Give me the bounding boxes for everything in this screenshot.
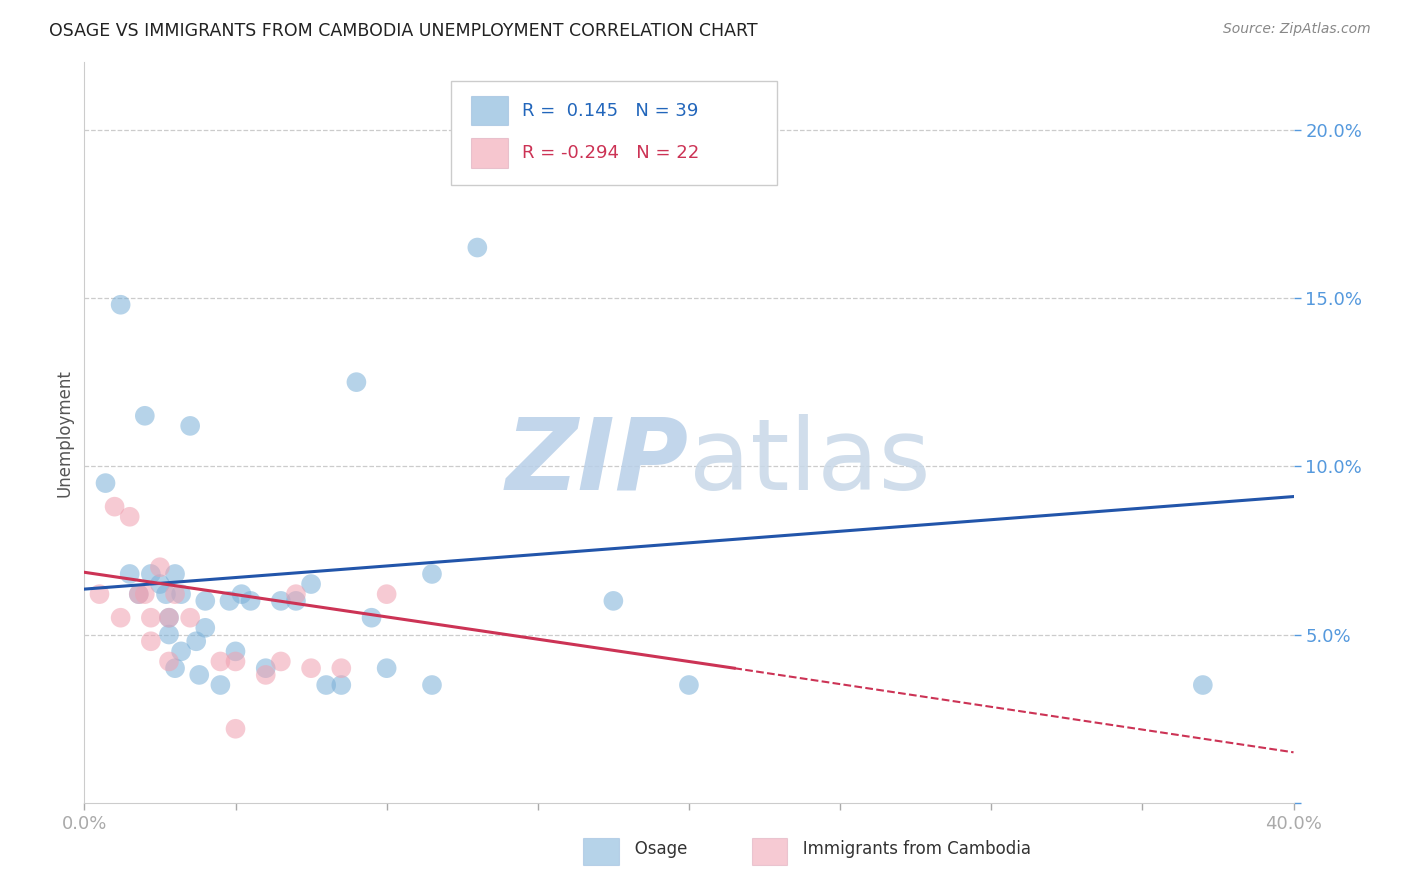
Point (420, 566, 443, 581)
Point (231, 587, 253, 601)
Point (128, 587, 150, 601)
FancyBboxPatch shape (471, 95, 508, 126)
Point (225, 655, 247, 669)
Point (170, 644, 193, 658)
Text: Source: ZipAtlas.com: Source: ZipAtlas.com (1223, 22, 1371, 37)
Point (315, 678, 337, 692)
Point (134, 587, 156, 601)
Point (157, 610, 180, 624)
Point (186, 634, 208, 648)
Text: ZIP: ZIP (506, 414, 689, 511)
Point (139, 566, 162, 581)
Point (420, 678, 443, 692)
Point (157, 655, 180, 669)
Point (330, 661, 353, 675)
Point (285, 594, 308, 608)
Text: OSAGE VS IMMIGRANTS FROM CAMBODIA UNEMPLOYMENT CORRELATION CHART: OSAGE VS IMMIGRANTS FROM CAMBODIA UNEMPL… (49, 22, 758, 40)
Point (1192, 678, 1215, 692)
Point (149, 560, 172, 574)
Point (165, 566, 187, 581)
Point (110, 610, 132, 624)
Point (209, 655, 232, 669)
Point (225, 644, 247, 658)
Point (170, 587, 193, 601)
Point (179, 418, 201, 433)
Point (678, 678, 700, 692)
Text: R = -0.294   N = 22: R = -0.294 N = 22 (522, 144, 699, 161)
Text: R =  0.145   N = 39: R = 0.145 N = 39 (522, 102, 699, 120)
Point (330, 678, 353, 692)
Point (254, 668, 277, 682)
Text: Osage: Osage (619, 840, 688, 858)
Point (299, 661, 322, 675)
Point (209, 678, 232, 692)
Point (467, 240, 489, 255)
Point (149, 577, 172, 591)
Point (104, 500, 127, 514)
Point (194, 621, 217, 635)
Y-axis label: Unemployment: Unemployment (55, 368, 73, 497)
Point (139, 634, 162, 648)
Point (602, 594, 624, 608)
Point (165, 587, 187, 601)
Point (139, 610, 162, 624)
FancyBboxPatch shape (451, 81, 778, 185)
Point (194, 594, 217, 608)
Point (134, 409, 156, 423)
Point (179, 610, 201, 624)
Point (254, 661, 277, 675)
Point (118, 509, 141, 524)
Text: Immigrants from Cambodia: Immigrants from Cambodia (787, 840, 1032, 858)
Point (157, 627, 180, 641)
Point (128, 587, 150, 601)
FancyBboxPatch shape (471, 138, 508, 168)
Point (94, 476, 117, 491)
Point (346, 375, 368, 389)
Point (299, 577, 322, 591)
Point (270, 655, 292, 669)
Point (225, 722, 247, 736)
Point (239, 594, 262, 608)
Point (285, 587, 308, 601)
Point (375, 661, 398, 675)
Point (155, 587, 177, 601)
Text: atlas: atlas (689, 414, 931, 511)
Point (218, 594, 240, 608)
Point (110, 298, 132, 312)
Point (118, 566, 141, 581)
Point (165, 661, 187, 675)
Point (89, 587, 111, 601)
Point (188, 668, 211, 682)
Point (360, 610, 382, 624)
Point (375, 587, 398, 601)
Point (270, 594, 292, 608)
Point (157, 610, 180, 624)
